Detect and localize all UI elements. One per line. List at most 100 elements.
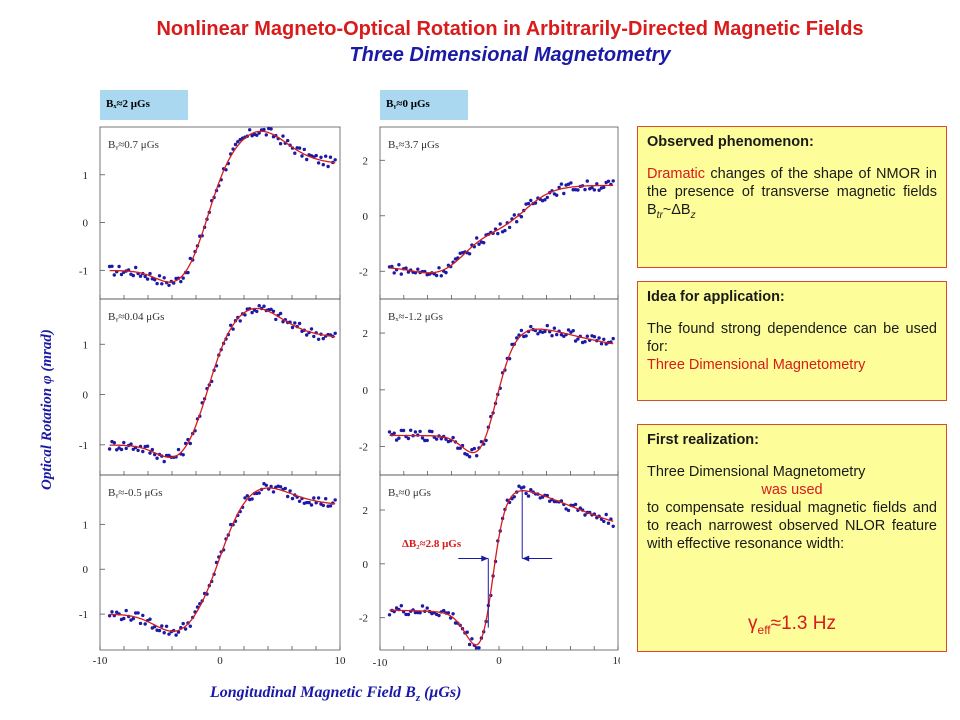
data-point <box>590 186 594 190</box>
data-point <box>397 436 401 440</box>
data-point <box>529 488 533 492</box>
data-point <box>278 142 283 146</box>
data-point <box>138 274 143 278</box>
idea-heading: Idea for application: <box>647 289 785 305</box>
data-point <box>312 496 316 500</box>
data-point <box>434 437 439 441</box>
data-point <box>157 274 162 278</box>
first-realization-box: First realization: Three Dimensional Mag… <box>637 424 947 652</box>
data-point <box>321 336 325 341</box>
data-point <box>434 273 439 278</box>
delta-arrowhead-left <box>481 555 489 562</box>
data-point <box>269 127 273 131</box>
data-point <box>115 448 119 452</box>
data-point <box>404 266 408 270</box>
y-tick-label: 0 <box>83 390 89 402</box>
data-point <box>257 304 261 308</box>
data-point <box>305 500 309 505</box>
data-point <box>119 447 124 452</box>
data-point <box>512 213 516 217</box>
data-point <box>475 454 479 458</box>
panel-label-6: Bₓ≈0 μGs <box>388 487 431 499</box>
delta-annotation: ΔB₂≈2.8 μGs <box>402 538 462 550</box>
data-point <box>309 327 314 331</box>
data-point <box>566 328 571 332</box>
data-point <box>583 187 587 192</box>
data-point <box>290 496 295 501</box>
data-point <box>439 274 443 278</box>
data-point <box>555 332 559 337</box>
data-point <box>576 337 580 341</box>
data-point <box>179 279 183 284</box>
data-point <box>409 428 413 432</box>
data-point <box>484 438 488 443</box>
data-point <box>112 441 117 445</box>
data-point <box>112 273 117 277</box>
data-point <box>573 339 578 343</box>
data-point <box>164 624 169 628</box>
data-point <box>451 612 455 616</box>
data-point <box>141 613 145 618</box>
data-point <box>281 320 285 324</box>
y-tick-label: -1 <box>79 265 88 277</box>
data-point <box>236 140 240 144</box>
data-point <box>297 321 302 326</box>
data-point <box>529 324 533 329</box>
data-point <box>143 622 147 626</box>
data-point <box>515 220 519 224</box>
y-tick-label: 0 <box>363 559 369 571</box>
data-point <box>413 430 418 434</box>
data-point <box>576 188 580 192</box>
data-point <box>477 242 481 246</box>
data-point <box>597 336 601 340</box>
data-point <box>174 633 178 637</box>
data-point <box>479 440 484 444</box>
data-point <box>153 278 157 282</box>
data-point <box>545 195 549 200</box>
data-point <box>566 508 571 513</box>
data-point <box>281 134 285 138</box>
data-point <box>387 613 392 617</box>
data-point <box>233 142 238 147</box>
x-tick-label: -10 <box>93 655 108 667</box>
y-tick-label: 2 <box>363 505 369 517</box>
data-point <box>399 272 403 276</box>
data-point <box>288 489 292 493</box>
data-point <box>250 310 254 315</box>
data-point <box>122 440 126 445</box>
right-column-tag: Bᵧ≈0 μGs <box>380 90 468 120</box>
data-point <box>300 154 304 158</box>
data-point <box>293 151 297 155</box>
data-point <box>606 179 611 183</box>
data-point <box>399 604 403 608</box>
data-point <box>512 495 516 499</box>
data-point <box>162 631 166 635</box>
data-point <box>255 309 259 314</box>
data-point <box>326 164 330 169</box>
observed-phenomenon-box: Observed phenomenon: Dramatic changes of… <box>637 126 947 268</box>
x-tick-label: -10 <box>373 657 388 669</box>
data-point <box>557 185 561 190</box>
data-point <box>262 304 266 308</box>
data-point <box>401 428 406 433</box>
observed-text: Dramatic changes of the shape of NMOR in… <box>647 166 937 221</box>
plot-frame-3 <box>99 474 341 651</box>
data-point <box>316 496 321 500</box>
data-point <box>160 282 164 286</box>
data-point <box>124 446 128 451</box>
x-axis-label: Longitudinal Magnetic Field Bz (μGs) <box>210 684 462 705</box>
x-tick-label: 10 <box>613 655 621 667</box>
data-point <box>418 611 422 615</box>
data-point <box>507 225 512 230</box>
data-point <box>552 326 557 330</box>
panel-label-5: Bₓ≈-1.2 μGs <box>388 311 443 323</box>
data-point <box>475 236 479 240</box>
data-point <box>606 521 611 525</box>
data-point <box>136 611 140 615</box>
data-point <box>555 193 559 197</box>
data-point <box>472 446 476 451</box>
data-point <box>290 325 295 330</box>
y-tick-label: 1 <box>83 519 89 531</box>
data-point <box>110 610 114 614</box>
data-point <box>274 317 278 322</box>
